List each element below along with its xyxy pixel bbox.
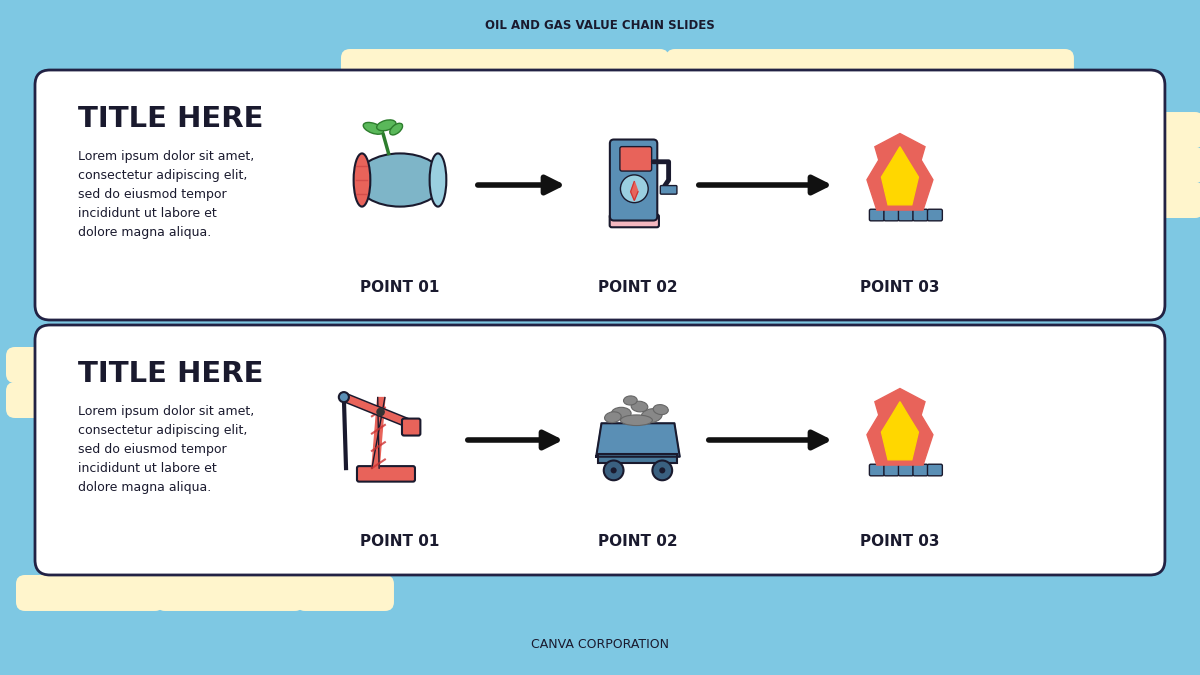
Text: POINT 02: POINT 02 — [598, 279, 678, 294]
Ellipse shape — [354, 153, 371, 207]
FancyBboxPatch shape — [1106, 112, 1200, 148]
Polygon shape — [866, 389, 932, 465]
Polygon shape — [372, 398, 385, 468]
FancyBboxPatch shape — [6, 382, 104, 418]
Ellipse shape — [430, 153, 446, 207]
Text: TITLE HERE: TITLE HERE — [78, 105, 264, 133]
FancyBboxPatch shape — [156, 575, 304, 611]
Ellipse shape — [624, 396, 637, 405]
Text: CANVA CORPORATION: CANVA CORPORATION — [530, 639, 668, 651]
Text: TITLE HERE: TITLE HERE — [78, 360, 264, 388]
FancyBboxPatch shape — [610, 140, 658, 221]
FancyBboxPatch shape — [356, 466, 415, 482]
Text: OIL AND GAS VALUE CHAIN SLIDES: OIL AND GAS VALUE CHAIN SLIDES — [485, 18, 715, 32]
Text: POINT 03: POINT 03 — [860, 279, 940, 294]
Ellipse shape — [364, 122, 384, 134]
Ellipse shape — [356, 153, 444, 207]
FancyBboxPatch shape — [1106, 182, 1200, 218]
FancyBboxPatch shape — [870, 209, 884, 221]
Polygon shape — [882, 146, 918, 205]
FancyBboxPatch shape — [884, 464, 899, 476]
Ellipse shape — [641, 408, 662, 423]
FancyBboxPatch shape — [913, 209, 928, 221]
FancyBboxPatch shape — [6, 347, 104, 383]
Circle shape — [653, 460, 672, 481]
Polygon shape — [596, 423, 679, 457]
FancyBboxPatch shape — [928, 209, 942, 221]
FancyBboxPatch shape — [16, 575, 164, 611]
FancyBboxPatch shape — [884, 209, 899, 221]
Ellipse shape — [611, 407, 631, 419]
FancyBboxPatch shape — [402, 418, 420, 435]
FancyBboxPatch shape — [296, 575, 394, 611]
Text: POINT 01: POINT 01 — [360, 535, 439, 549]
FancyBboxPatch shape — [451, 49, 668, 85]
FancyBboxPatch shape — [660, 186, 677, 194]
Text: Lorem ipsum dolor sit amet,
consectetur adipiscing elit,
sed do eiusmod tempor
i: Lorem ipsum dolor sit amet, consectetur … — [78, 405, 254, 494]
Text: POINT 03: POINT 03 — [860, 535, 940, 549]
Text: POINT 01: POINT 01 — [360, 279, 439, 294]
FancyBboxPatch shape — [870, 464, 884, 476]
FancyBboxPatch shape — [35, 70, 1165, 320]
Ellipse shape — [620, 415, 653, 425]
Polygon shape — [631, 182, 638, 200]
FancyBboxPatch shape — [620, 146, 652, 171]
Ellipse shape — [605, 412, 622, 423]
Ellipse shape — [377, 120, 396, 131]
Polygon shape — [882, 402, 918, 460]
Polygon shape — [866, 134, 932, 210]
FancyBboxPatch shape — [610, 215, 659, 227]
Circle shape — [377, 408, 384, 416]
Ellipse shape — [653, 404, 668, 414]
Circle shape — [611, 467, 617, 473]
FancyBboxPatch shape — [666, 49, 1074, 85]
FancyBboxPatch shape — [341, 49, 469, 85]
FancyBboxPatch shape — [913, 464, 928, 476]
Ellipse shape — [390, 124, 402, 135]
FancyBboxPatch shape — [1106, 147, 1200, 183]
Circle shape — [604, 460, 624, 481]
FancyBboxPatch shape — [899, 464, 913, 476]
FancyBboxPatch shape — [599, 454, 678, 463]
FancyBboxPatch shape — [899, 209, 913, 221]
FancyBboxPatch shape — [35, 325, 1165, 575]
Ellipse shape — [631, 401, 648, 412]
FancyBboxPatch shape — [928, 464, 942, 476]
Text: Lorem ipsum dolor sit amet,
consectetur adipiscing elit,
sed do eiusmod tempor
i: Lorem ipsum dolor sit amet, consectetur … — [78, 150, 254, 239]
Circle shape — [338, 392, 349, 402]
Circle shape — [620, 175, 648, 202]
Text: POINT 02: POINT 02 — [598, 535, 678, 549]
Circle shape — [659, 467, 665, 473]
